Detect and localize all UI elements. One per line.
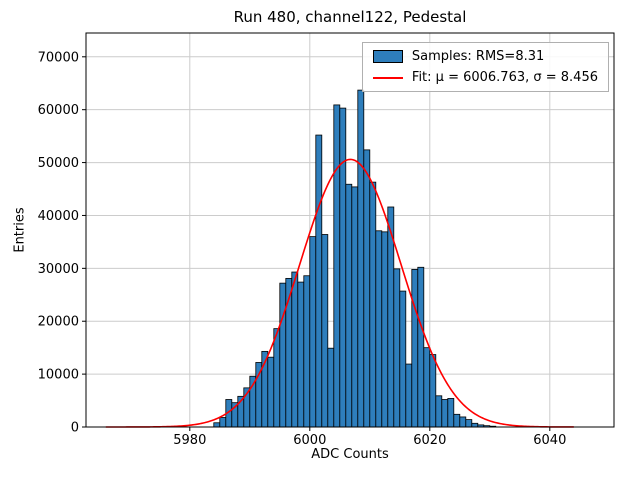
histogram-bar [309, 236, 317, 428]
y-tick-label: 20000 [38, 315, 79, 330]
x-tick-label: 6020 [413, 433, 446, 448]
y-tick-label: 70000 [38, 50, 79, 65]
histogram-bar [357, 89, 365, 428]
histogram-bar [429, 354, 437, 428]
x-axis-label: ADC Counts [311, 447, 389, 462]
histogram-bar [375, 230, 383, 428]
histogram-bar [273, 328, 281, 428]
legend: Samples: RMS=8.31 Fit: μ = 6006.763, σ =… [361, 42, 609, 92]
y-tick-label: 30000 [38, 262, 79, 277]
histogram-bar [405, 363, 413, 428]
histogram-bar [351, 186, 359, 428]
axes-frame [85, 32, 615, 428]
histogram-bar [219, 417, 227, 428]
fit-line-swatch-icon [372, 76, 403, 79]
x-tick-label: 6040 [533, 433, 566, 448]
histogram-bar [423, 347, 431, 428]
histogram-bar [411, 268, 419, 428]
histogram-bar [441, 399, 449, 428]
histogram-bar [339, 107, 347, 428]
histogram-bar [213, 422, 221, 428]
y-tick-label: 60000 [38, 103, 79, 118]
histogram-bar [267, 356, 275, 428]
y-tick-label: 40000 [38, 209, 79, 224]
histogram-bar [465, 419, 473, 428]
histogram-bar [381, 231, 389, 428]
fit-curve [105, 158, 574, 428]
y-tick-label: 0 [71, 421, 79, 436]
histogram-bar [447, 398, 455, 428]
histogram-bar [471, 422, 479, 428]
histogram-bar [459, 416, 467, 428]
chart-title: Run 480, channel122, Pedestal [233, 8, 467, 26]
histogram-bar [345, 183, 353, 428]
histogram-bar [363, 149, 371, 428]
histogram-bar [291, 271, 299, 428]
y-axis-label: Entries [12, 207, 28, 253]
x-tick-label: 5980 [173, 433, 206, 448]
histogram-bar [435, 395, 443, 428]
histogram-bar [333, 104, 341, 428]
legend-fit-label: Fit: μ = 6006.763, σ = 8.456 [411, 70, 598, 85]
histogram-bar [279, 282, 287, 428]
histogram-bar [315, 134, 323, 428]
x-tick-label: 6000 [293, 433, 326, 448]
y-tick-label: 10000 [38, 368, 79, 383]
histogram-bar [417, 266, 425, 428]
histogram-bar [393, 268, 401, 428]
legend-entry-samples: Samples: RMS=8.31 [372, 49, 598, 64]
histogram-bar [399, 290, 407, 428]
legend-entry-fit: Fit: μ = 6006.763, σ = 8.456 [372, 70, 598, 85]
y-tick-label: 50000 [38, 156, 79, 171]
histogram-bar [297, 281, 305, 428]
histogram-bar [327, 347, 335, 428]
legend-samples-label: Samples: RMS=8.31 [411, 49, 545, 64]
histogram-bar [453, 413, 461, 428]
histogram-bar [303, 275, 311, 428]
histogram-swatch-icon [372, 50, 403, 63]
histogram-bar [321, 234, 329, 428]
histogram-bar [369, 181, 377, 428]
